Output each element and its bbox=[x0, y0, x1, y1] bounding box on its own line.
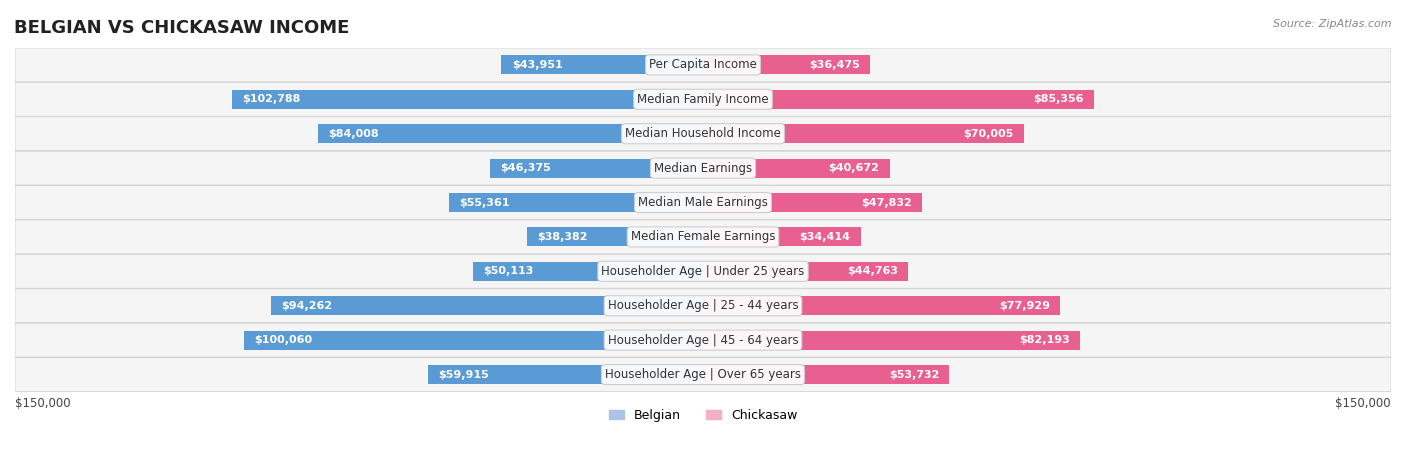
Legend: Belgian, Chickasaw: Belgian, Chickasaw bbox=[603, 404, 803, 427]
Text: Median Male Earnings: Median Male Earnings bbox=[638, 196, 768, 209]
Text: $102,788: $102,788 bbox=[242, 94, 301, 104]
Text: $84,008: $84,008 bbox=[328, 129, 378, 139]
FancyBboxPatch shape bbox=[15, 323, 1391, 357]
Text: $43,951: $43,951 bbox=[512, 60, 562, 70]
Text: $77,929: $77,929 bbox=[1000, 301, 1050, 311]
Bar bbox=[703, 365, 949, 384]
Text: $85,356: $85,356 bbox=[1033, 94, 1084, 104]
Bar bbox=[703, 124, 1024, 143]
Text: $70,005: $70,005 bbox=[963, 129, 1014, 139]
Text: $100,060: $100,060 bbox=[254, 335, 312, 345]
Text: Source: ZipAtlas.com: Source: ZipAtlas.com bbox=[1274, 19, 1392, 28]
FancyBboxPatch shape bbox=[15, 82, 1391, 116]
Text: $44,763: $44,763 bbox=[846, 266, 898, 276]
FancyBboxPatch shape bbox=[15, 48, 1391, 82]
Bar bbox=[429, 365, 703, 384]
Bar bbox=[703, 227, 860, 247]
Text: $47,832: $47,832 bbox=[862, 198, 912, 207]
Text: $34,414: $34,414 bbox=[800, 232, 851, 242]
Text: Householder Age | 45 - 64 years: Householder Age | 45 - 64 years bbox=[607, 333, 799, 347]
Text: $94,262: $94,262 bbox=[281, 301, 332, 311]
Text: $82,193: $82,193 bbox=[1019, 335, 1070, 345]
FancyBboxPatch shape bbox=[15, 185, 1391, 219]
Bar bbox=[703, 331, 1080, 350]
Text: BELGIAN VS CHICKASAW INCOME: BELGIAN VS CHICKASAW INCOME bbox=[14, 19, 350, 37]
Text: $150,000: $150,000 bbox=[15, 397, 70, 410]
Text: $36,475: $36,475 bbox=[810, 60, 860, 70]
Bar bbox=[703, 262, 908, 281]
FancyBboxPatch shape bbox=[15, 220, 1391, 254]
Bar bbox=[703, 56, 870, 74]
Bar bbox=[703, 193, 922, 212]
Text: $50,113: $50,113 bbox=[484, 266, 534, 276]
Text: $59,915: $59,915 bbox=[439, 369, 489, 380]
Bar bbox=[703, 296, 1060, 315]
Text: Householder Age | 25 - 44 years: Householder Age | 25 - 44 years bbox=[607, 299, 799, 312]
Bar bbox=[527, 227, 703, 247]
FancyBboxPatch shape bbox=[15, 358, 1391, 391]
Text: $53,732: $53,732 bbox=[889, 369, 939, 380]
Bar bbox=[318, 124, 703, 143]
FancyBboxPatch shape bbox=[15, 255, 1391, 288]
Text: Median Female Earnings: Median Female Earnings bbox=[631, 230, 775, 243]
Bar bbox=[703, 90, 1094, 109]
Text: Median Earnings: Median Earnings bbox=[654, 162, 752, 175]
Text: Per Capita Income: Per Capita Income bbox=[650, 58, 756, 71]
FancyBboxPatch shape bbox=[15, 117, 1391, 150]
Bar bbox=[270, 296, 703, 315]
Text: Median Household Income: Median Household Income bbox=[626, 127, 780, 140]
Text: Householder Age | Over 65 years: Householder Age | Over 65 years bbox=[605, 368, 801, 381]
FancyBboxPatch shape bbox=[15, 151, 1391, 185]
Bar bbox=[474, 262, 703, 281]
Text: Householder Age | Under 25 years: Householder Age | Under 25 years bbox=[602, 265, 804, 278]
Text: $150,000: $150,000 bbox=[1336, 397, 1391, 410]
Bar bbox=[232, 90, 703, 109]
Text: $46,375: $46,375 bbox=[501, 163, 551, 173]
Text: $55,361: $55,361 bbox=[460, 198, 510, 207]
FancyBboxPatch shape bbox=[15, 289, 1391, 323]
Text: Median Family Income: Median Family Income bbox=[637, 93, 769, 106]
Bar bbox=[703, 159, 890, 177]
Bar bbox=[502, 56, 703, 74]
Text: $38,382: $38,382 bbox=[537, 232, 588, 242]
Bar bbox=[245, 331, 703, 350]
Bar bbox=[449, 193, 703, 212]
Text: $40,672: $40,672 bbox=[828, 163, 879, 173]
Bar bbox=[491, 159, 703, 177]
